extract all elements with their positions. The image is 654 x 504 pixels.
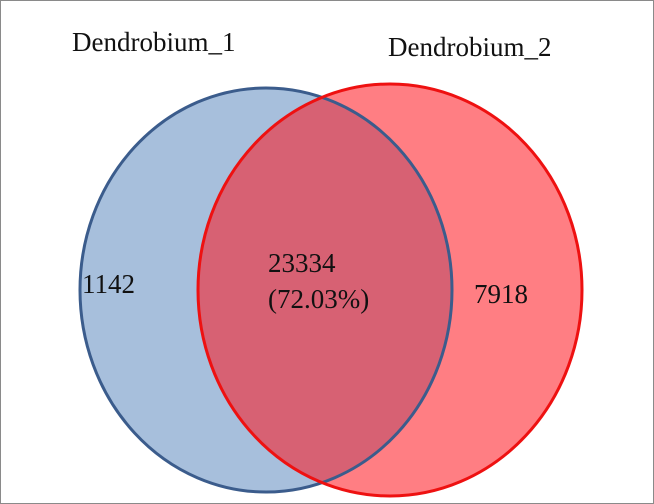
region-label: 23334 [268,248,336,278]
set-label: Dendrobium_1 [72,27,235,57]
set-label: Dendrobium_2 [388,32,551,62]
set-outline [196,82,584,498]
set-outline [78,86,454,494]
region-label: 7918 [474,279,528,309]
set-circle [198,84,582,496]
region-label: 1142 [82,269,135,299]
region-label: (72.03%) [268,284,369,314]
